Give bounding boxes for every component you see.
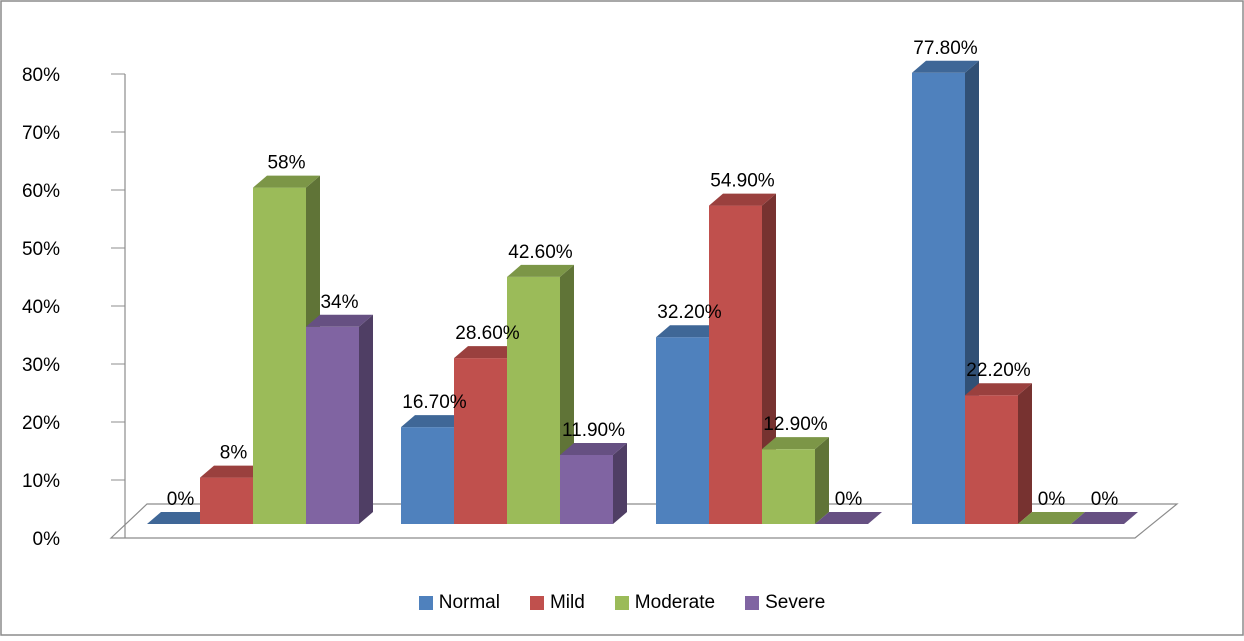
data-label: 0% — [835, 489, 863, 510]
bar-side — [1018, 383, 1032, 524]
bar-top — [306, 314, 373, 327]
legend-item-severe: Severe — [745, 592, 825, 614]
data-label: 58% — [267, 153, 305, 174]
data-label: 42.60% — [508, 242, 573, 263]
legend-item-mild: Mild — [529, 592, 585, 614]
bar-top — [656, 325, 723, 338]
bar-top — [560, 442, 627, 455]
bar-front — [912, 72, 965, 524]
data-label: 12.90% — [763, 414, 828, 435]
bar-front — [200, 477, 253, 524]
y-tick-label: 70% — [22, 123, 60, 144]
data-labels: 0% 16.70% 32.20% 77.80% 8% 28.60% 54.90% 22.20%… — [167, 38, 1119, 510]
bar-top — [709, 193, 776, 206]
bar-top — [815, 512, 882, 524]
legend: Normal Mild Moderate Severe — [0, 588, 1244, 618]
y-tick-label: 10% — [22, 471, 60, 492]
bar-front — [560, 454, 613, 524]
legend-label: Severe — [765, 592, 826, 613]
axes: 0% 10% 20% 30% 40% 50% 60% 70% 80% — [22, 65, 1179, 550]
legend-label: Mild — [549, 592, 585, 613]
data-label: 8% — [220, 443, 248, 464]
bar-top — [912, 60, 979, 73]
legend-label: Normal — [438, 592, 500, 613]
legend-swatch — [614, 596, 629, 610]
bar-top — [1018, 512, 1085, 524]
bar-top — [253, 175, 320, 188]
y-tick-label: 50% — [22, 239, 60, 260]
bar-front — [253, 187, 306, 524]
bar-top — [147, 512, 214, 524]
bar-top — [401, 415, 468, 428]
bar-top — [454, 346, 521, 359]
bar-top — [1071, 512, 1138, 524]
bar-front — [401, 427, 454, 524]
legend-label: Moderate — [634, 592, 716, 613]
bar-top — [965, 383, 1032, 396]
data-label: 32.20% — [657, 302, 722, 323]
legend-item-moderate: Moderate — [614, 592, 716, 614]
data-label: 34% — [320, 292, 358, 313]
data-label: 77.80% — [913, 38, 978, 59]
data-label: 28.60% — [455, 323, 520, 344]
y-tick-label: 40% — [22, 297, 60, 318]
y-tick-label: 80% — [22, 65, 60, 86]
bar-top — [200, 465, 267, 478]
bar-side — [359, 314, 373, 524]
bar-front — [965, 395, 1018, 524]
y-tick-label: 60% — [22, 181, 60, 202]
bar-front — [306, 326, 359, 524]
bar-front — [507, 276, 560, 524]
data-label: 0% — [1038, 489, 1066, 510]
bar-side — [815, 437, 829, 524]
data-label: 0% — [167, 489, 195, 510]
bar-front — [454, 358, 507, 524]
y-tick-label: 0% — [33, 529, 61, 550]
bar-front — [656, 337, 709, 524]
bar-top — [507, 264, 574, 277]
data-label: 54.90% — [710, 171, 775, 192]
legend-item-normal: Normal — [418, 592, 500, 614]
floor — [109, 503, 1179, 539]
bar-top — [762, 437, 829, 450]
data-label: 16.70% — [402, 392, 467, 413]
bar-front — [762, 449, 815, 524]
bar-side — [613, 442, 627, 524]
bar-front — [709, 205, 762, 524]
y-tick-label: 30% — [22, 355, 60, 376]
legend-swatch — [745, 596, 760, 610]
data-label: 22.20% — [966, 360, 1031, 381]
data-label: 0% — [1091, 489, 1119, 510]
data-label: 11.90% — [562, 420, 625, 441]
legend-swatch — [529, 596, 544, 610]
y-tick-label: 20% — [22, 413, 60, 434]
legend-swatch — [418, 596, 433, 610]
bars — [147, 60, 1138, 524]
